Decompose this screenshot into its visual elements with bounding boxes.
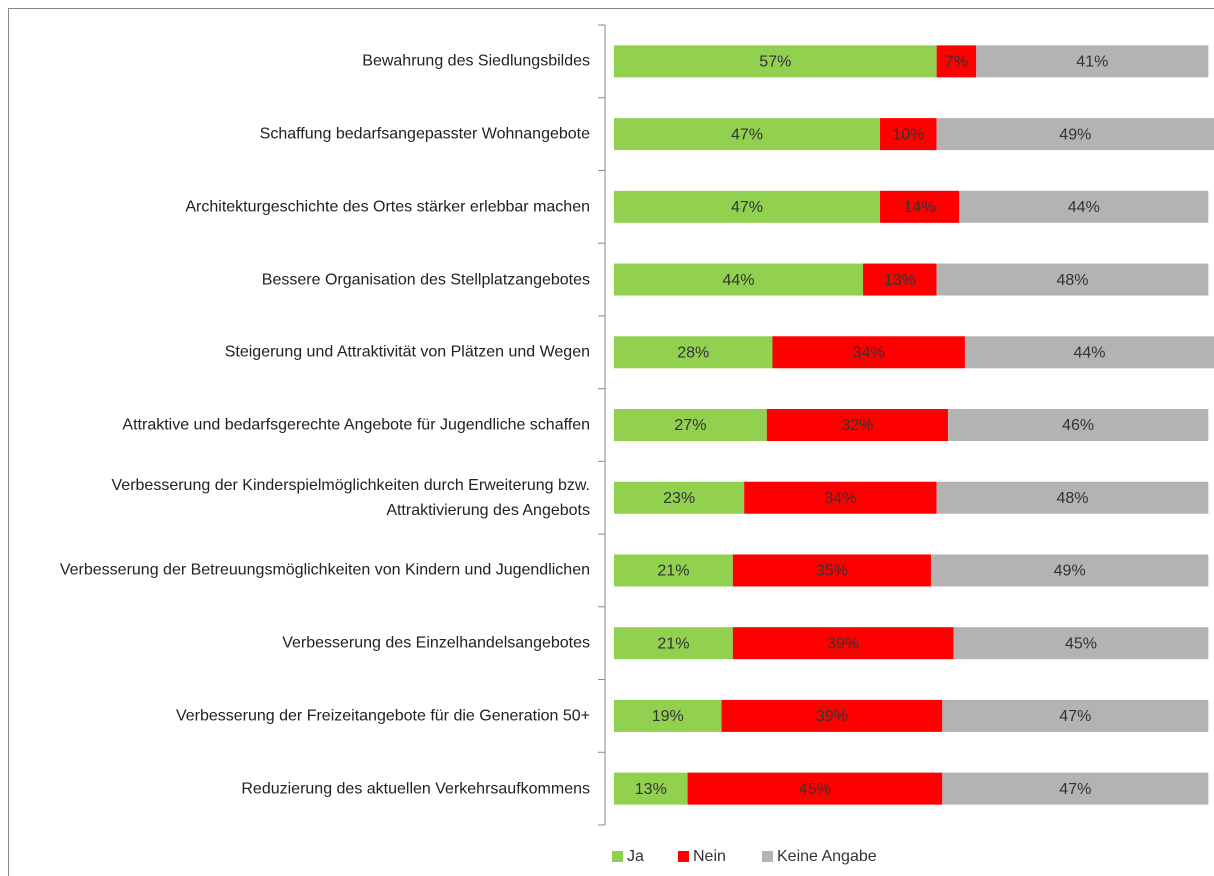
data-label: 48% (1056, 490, 1088, 507)
bar-segment (766, 409, 948, 441)
legend-label: Keine Angabe (777, 848, 877, 865)
data-label: 13% (884, 272, 916, 289)
data-label: 34% (824, 490, 856, 507)
legend-swatch (678, 851, 689, 862)
data-label: 39% (827, 635, 859, 652)
bar-segment (732, 627, 954, 660)
data-label: 46% (1062, 417, 1094, 434)
category-label: Verbesserung des Einzelhandelsangebotes (282, 634, 590, 652)
bar-segment (936, 263, 1209, 296)
category-label: Schaffung bedarfsangepasster Wohnangebot… (259, 125, 590, 143)
bar-segment (614, 263, 864, 296)
data-label: 47% (731, 199, 763, 216)
data-label: 32% (841, 417, 873, 434)
category-label: Bessere Organisation des Stellplatzangeb… (261, 271, 590, 289)
bar-segment (947, 409, 1209, 441)
data-label: 21% (657, 635, 689, 652)
data-label: 10% (892, 126, 924, 143)
data-label: 28% (677, 344, 709, 361)
legend-swatch (612, 851, 623, 862)
bar-segment (772, 336, 965, 369)
bar-segment (614, 45, 937, 78)
data-label: 49% (1054, 563, 1086, 580)
data-label: 45% (1065, 635, 1097, 652)
data-label: 39% (816, 708, 848, 725)
data-label: 57% (759, 54, 791, 71)
data-label: 45% (799, 781, 831, 798)
bar-segment (614, 409, 767, 441)
data-label: 47% (1059, 781, 1091, 798)
bar-segment (744, 481, 937, 514)
data-label: 7% (945, 54, 968, 71)
data-label: 44% (723, 272, 755, 289)
data-label: 49% (1059, 126, 1091, 143)
bar-segment (614, 190, 881, 223)
bar-segment (614, 481, 745, 514)
data-label: 21% (657, 563, 689, 580)
bar-segment (942, 699, 1209, 732)
data-label: 34% (853, 344, 885, 361)
category-label: Verbesserung der Freizeitangebote für di… (175, 707, 590, 725)
legend-label: Nein (693, 848, 726, 865)
data-label: 23% (663, 490, 695, 507)
bar-segment (942, 772, 1209, 805)
data-label: 47% (1059, 708, 1091, 725)
category-label: Steigerung und Attraktivität von Plätzen… (224, 343, 590, 361)
bar-segment (721, 699, 943, 732)
data-label: 41% (1076, 54, 1108, 71)
bar-segment (959, 190, 1209, 223)
bar-segment (614, 699, 722, 732)
category-label: Architekturgeschichte des Ortes stärker … (185, 198, 590, 216)
bar-segment (614, 772, 688, 805)
category-label: Reduzierung des aktuellen Verkehrsaufkom… (241, 780, 590, 798)
bar-segment (880, 190, 960, 223)
bar-segment (953, 627, 1209, 660)
category-label: Attraktive und bedarfsgerechte Angebote … (122, 416, 590, 434)
category-label: Verbesserung der Kinderspielmöglichkeite… (111, 476, 590, 519)
bar-segment (614, 336, 773, 369)
data-label: 19% (652, 708, 684, 725)
data-label: 13% (635, 781, 667, 798)
category-label: Verbesserung der Betreuungsmöglichkeiten… (59, 561, 590, 579)
bar-segment (930, 554, 1209, 587)
legend-swatch (762, 851, 773, 862)
bar-segment (687, 772, 943, 805)
bar-segment (936, 118, 1214, 151)
bar-segment (863, 263, 937, 296)
bar-segment (964, 336, 1214, 369)
data-label: 47% (731, 126, 763, 143)
bar-segment (614, 118, 881, 151)
data-label: 44% (1068, 199, 1100, 216)
bar-segment (976, 45, 1209, 78)
chart-border (8, 8, 1214, 876)
legend-label: Ja (627, 848, 644, 865)
bar-segment (936, 45, 977, 78)
bar-segment (614, 627, 733, 660)
data-label: 48% (1056, 272, 1088, 289)
data-label: 27% (674, 417, 706, 434)
bar-segment (936, 481, 1209, 514)
data-label: 14% (904, 199, 936, 216)
data-label: 35% (816, 563, 848, 580)
bar-segment (732, 554, 931, 587)
category-label: Bewahrung des Siedlungsbildes (362, 52, 590, 70)
data-label: 44% (1073, 344, 1105, 361)
bar-segment (880, 118, 937, 151)
bar-segment (614, 554, 733, 587)
